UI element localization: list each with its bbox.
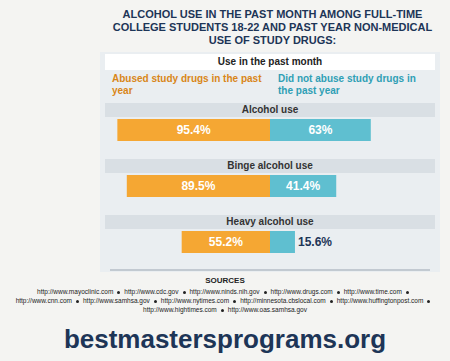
- svg-text:95.4%: 95.4%: [177, 123, 211, 137]
- svg-text:15.6%: 15.6%: [298, 235, 332, 249]
- html-text:http://www.ninds.nih.gov: http://www.ninds.nih.gov: [189, 288, 260, 295]
- svg-text:89.5%: 89.5%: [181, 179, 215, 193]
- html-text:http://www.cnn.com: http://www.cnn.com: [15, 297, 72, 304]
- svg-text:55.2%: 55.2%: [209, 235, 243, 249]
- html-text:Did not abuse study drugs in t: Did not abuse study drugs in the past ye…: [278, 73, 416, 96]
- html-text:Alcohol use: Alcohol use: [241, 104, 299, 115]
- html-text:http://www.drugs.com: http://www.drugs.com: [270, 288, 333, 295]
- svg-text:41.4%: 41.4%: [286, 179, 320, 193]
- html-text:bestmastersprograms.org: bestmastersprograms.org: [63, 324, 387, 354]
- html-text:SOURCES: SOURCES: [205, 276, 245, 285]
- html-text:http://www.cdc.gov: http://www.cdc.gov: [124, 288, 179, 295]
- html-text:http://www.oas.samhsa.gov: http://www.oas.samhsa.gov: [227, 306, 307, 313]
- svg-text:63%: 63%: [308, 123, 332, 137]
- html-text:http://minnesota.cbslocal.com: http://minnesota.cbslocal.com: [240, 297, 326, 304]
- html-text:Use in the past month: Use in the past month: [217, 56, 323, 67]
- html-text:Abused study drugs in the past: Abused study drugs in the past year: [112, 73, 262, 96]
- html-text:http://www.samhsa.gov: http://www.samhsa.gov: [83, 297, 150, 304]
- html-text:ALCOHOL USE IN THE PAST MONTH: ALCOHOL USE IN THE PAST MONTH AMONG FULL…: [112, 8, 433, 46]
- html-text:http://www.hightimes.com: http://www.hightimes.com: [143, 306, 217, 313]
- html-text:Heavy alcohol use: Heavy alcohol use: [226, 216, 314, 227]
- html-text:http://www.nytimes.com: http://www.nytimes.com: [160, 297, 230, 304]
- html-text:http://www.time.com: http://www.time.com: [343, 288, 402, 295]
- html-text:http://www.mayoclinic.com: http://www.mayoclinic.com: [37, 288, 114, 295]
- html-text:http://www.huffingtonpost.com: http://www.huffingtonpost.com: [336, 297, 424, 304]
- html-text:Binge alcohol use: Binge alcohol use: [227, 160, 313, 171]
